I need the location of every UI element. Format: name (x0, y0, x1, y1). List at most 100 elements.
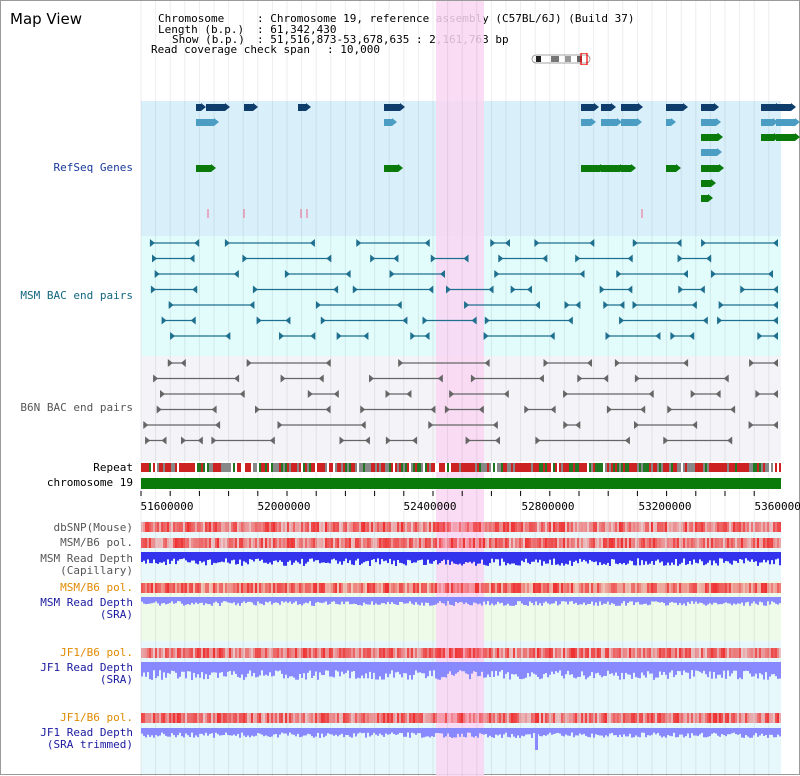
read-depth-bar (645, 728, 647, 738)
snp-density-cell (687, 538, 689, 548)
read-depth-bar (411, 552, 413, 564)
snp-density-cell (717, 583, 719, 593)
read-depth-bar (547, 662, 549, 678)
snp-density-cell (721, 713, 723, 723)
snp-density-cell (639, 648, 641, 658)
snp-density-cell (313, 713, 315, 723)
msm-bac-pair-end (315, 301, 321, 309)
snp-density-cell (585, 648, 587, 658)
chromosome-ideogram[interactable] (529, 53, 593, 65)
snp-density-cell (351, 583, 353, 593)
gene-feature (298, 104, 306, 111)
snp-density-cell (227, 713, 229, 723)
read-depth-bar (145, 597, 147, 605)
repeat-element (271, 463, 273, 472)
snp-density-cell (529, 713, 531, 723)
read-depth-bar (181, 552, 183, 559)
read-depth-bar (359, 662, 361, 679)
read-depth-bar (383, 597, 385, 604)
repeat-element (591, 463, 593, 472)
snp-density-cell (711, 583, 713, 593)
snp-density-cell (217, 538, 219, 548)
snp-density-cell (219, 583, 221, 593)
snp-density-cell (145, 713, 147, 723)
snp-density-cell (757, 648, 759, 658)
snp-density-cell (417, 648, 419, 658)
snp-density-cell (283, 648, 285, 658)
snp-density-cell (645, 713, 647, 723)
snp-density-cell (355, 522, 357, 532)
gene-arrow (714, 103, 719, 111)
read-depth-bar (595, 597, 597, 603)
snp-density-cell (583, 648, 585, 658)
repeat-element (491, 463, 493, 472)
snp-density-cell (503, 713, 505, 723)
snp-density-cell (729, 583, 731, 593)
b6n-bac-label: B6N BAC end pairs (20, 401, 133, 414)
repeat-element (341, 463, 343, 472)
read-depth-bar (345, 552, 347, 559)
snp-density-cell (311, 522, 313, 532)
read-depth-bar (385, 597, 387, 605)
b6n-bac-pair-end (211, 405, 217, 414)
snp-density-cell (467, 522, 469, 532)
read-depth-bar (625, 552, 627, 565)
snp-density-cell (515, 583, 517, 593)
snp-density-cell (179, 583, 181, 593)
snp-density-cell (681, 713, 683, 723)
b6n-bac-pair-end (160, 390, 165, 398)
read-depth-bar (481, 597, 483, 606)
read-depth-bar (203, 662, 205, 680)
read-depth-bar (675, 552, 677, 559)
snp-density-cell (643, 522, 645, 532)
snp-density-cell (607, 583, 609, 593)
msm-bac-label: MSM BAC end pairs (20, 289, 133, 302)
snp-density-cell (735, 713, 737, 723)
snp-density-cell (289, 713, 291, 723)
gene-arrow (795, 133, 800, 141)
read-depth-bar (287, 552, 289, 562)
gene-arrow (611, 103, 616, 111)
gene-feature (601, 165, 620, 172)
snp-density-cell (547, 583, 549, 593)
read-depth-bar (549, 662, 551, 675)
snp-density-cell (387, 648, 389, 658)
b6n-bac-pair-end (640, 405, 646, 414)
snp-density-cell (659, 538, 661, 548)
snp-density-cell (727, 648, 729, 658)
read-depth-bar (449, 728, 451, 737)
snp-density-cell (497, 522, 499, 532)
snp-density-cell (577, 648, 579, 658)
snp-density-cell (251, 583, 253, 593)
read-depth-bar (423, 728, 425, 738)
snp-density-cell (653, 648, 655, 658)
repeat-element (593, 463, 595, 472)
repeat-element (663, 463, 665, 472)
repeat-element (757, 463, 759, 472)
repeat-element (173, 463, 175, 472)
snp-density-cell (443, 583, 445, 593)
b6n-bac-pair-end (484, 359, 490, 367)
snp-density-cell (759, 713, 761, 723)
snp-density-cell (285, 538, 287, 548)
read-depth-bar (173, 728, 175, 736)
read-depth-bar (693, 597, 695, 604)
snp-density-cell (627, 583, 629, 593)
snp-density-cell (715, 583, 717, 593)
snp-density-cell (663, 713, 665, 723)
read-depth-bar (275, 662, 277, 671)
read-depth-bar (681, 662, 683, 675)
snp-density-cell (709, 522, 711, 532)
snp-density-cell (553, 583, 555, 593)
snp-density-cell (761, 648, 763, 658)
read-depth-bar (449, 552, 451, 565)
snp-density-cell (687, 713, 689, 723)
read-depth-bar (441, 662, 443, 678)
snp-density-cell (249, 648, 251, 658)
snp-density-cell (201, 648, 203, 658)
snp-density-cell (495, 583, 497, 593)
repeat-element (497, 463, 499, 472)
snp-density-cell (711, 713, 713, 723)
read-depth-bar (771, 597, 773, 602)
